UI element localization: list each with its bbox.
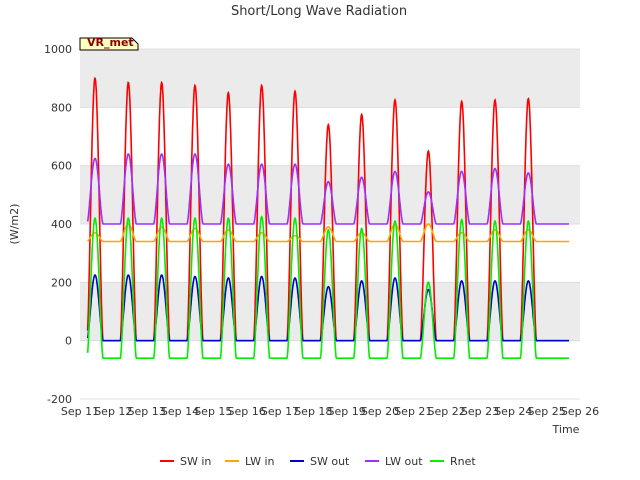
chart-title: Short/Long Wave Radiation <box>231 4 407 19</box>
y-axis-label: (W/m2) <box>8 204 21 245</box>
x-tick-label: Sep 13 <box>128 405 166 418</box>
x-tick-label: Sep 14 <box>161 405 199 418</box>
legend-label: Rnet <box>450 455 476 468</box>
x-tick-label: Sep 26 <box>561 405 599 418</box>
x-tick-label: Sep 11 <box>61 405 99 418</box>
y-tick-label: 600 <box>51 160 72 173</box>
x-tick-label: Sep 19 <box>328 405 366 418</box>
x-tick-label: Sep 12 <box>94 405 132 418</box>
x-tick-label: Sep 25 <box>528 405 566 418</box>
y-tick-label: 400 <box>51 218 72 231</box>
series-line-lw-out <box>86 152 569 225</box>
legend-label: LW out <box>385 455 423 468</box>
y-tick-label: 0 <box>65 335 72 348</box>
plot-band <box>80 49 580 108</box>
y-tick-label: -200 <box>47 393 72 406</box>
legend-label: SW in <box>180 455 211 468</box>
series-group <box>86 76 569 360</box>
annotation-label: VR_met <box>87 36 134 49</box>
annotation-box: VR_met <box>79 36 139 51</box>
y-tick-label: 800 <box>51 101 72 114</box>
legend-label: LW in <box>245 455 275 468</box>
x-tick-label: Sep 18 <box>294 405 332 418</box>
x-axis-label: Time <box>552 423 580 436</box>
x-tick-label: Sep 17 <box>261 405 299 418</box>
y-tick-label: 200 <box>51 276 72 289</box>
series-line-sw-in <box>86 76 569 342</box>
x-tick-label: Sep 15 <box>194 405 232 418</box>
x-tick-label: Sep 16 <box>228 405 266 418</box>
legend: SW in LW in SW out LW out Rnet <box>160 455 476 468</box>
x-tick-label: Sep 24 <box>494 405 532 418</box>
series-line-lw-in <box>87 223 569 243</box>
series-line-rnet <box>86 215 569 360</box>
x-tick-label: Sep 21 <box>394 405 432 418</box>
x-tick-label: Sep 23 <box>461 405 499 418</box>
x-tick-label: Sep 22 <box>428 405 466 418</box>
x-tick-label: Sep 20 <box>361 405 399 418</box>
y-tick-label: 1000 <box>44 43 72 56</box>
legend-label: SW out <box>310 455 350 468</box>
